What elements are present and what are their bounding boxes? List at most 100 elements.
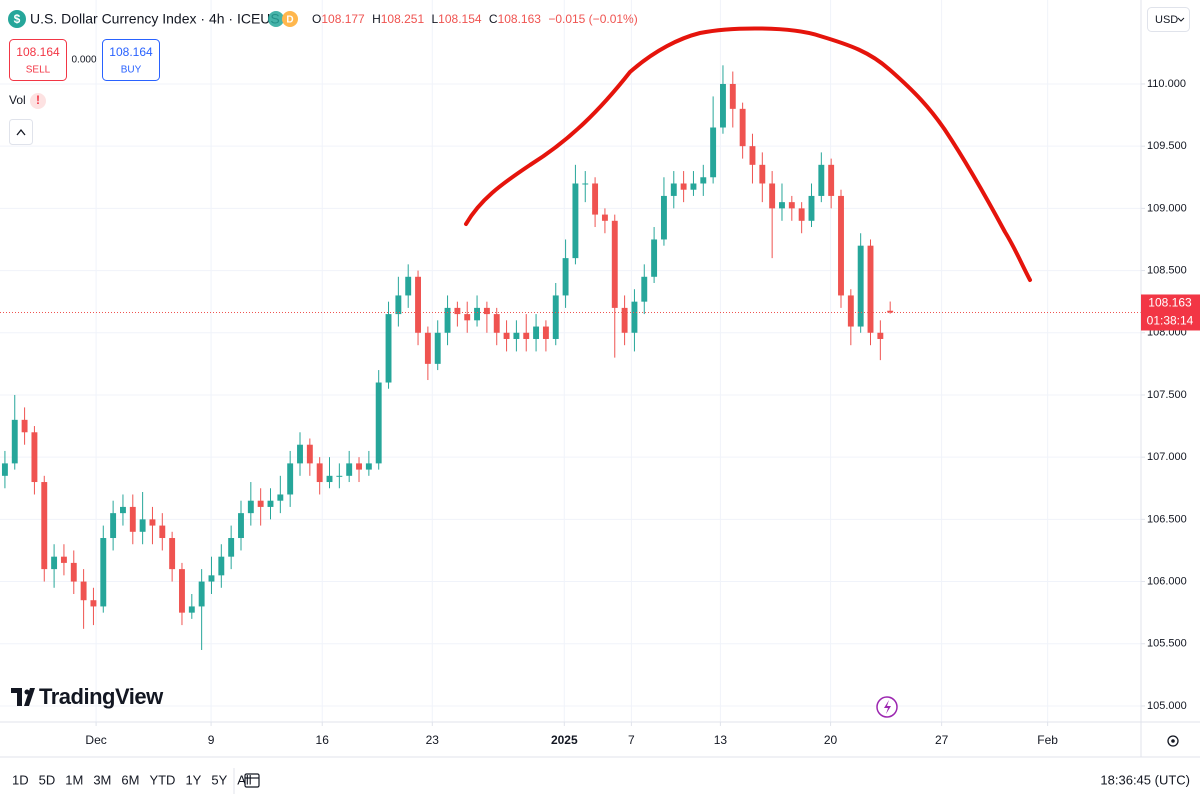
candle-body (847, 295, 854, 327)
candle-body (631, 301, 638, 333)
candle-body (139, 519, 146, 532)
y-tick-label: 105.500 (1147, 638, 1187, 650)
ohlc-value: 108.154 (438, 12, 482, 26)
candle-body (365, 463, 372, 470)
candle-body (287, 463, 294, 495)
chevron-down (1177, 17, 1185, 22)
candle-body (257, 500, 264, 507)
price-tag-bg (1141, 294, 1200, 331)
candle-body (857, 245, 864, 327)
plot (0, 65, 1141, 650)
candle-body (483, 307, 490, 315)
x-tick-label: 2025 (551, 733, 578, 747)
candle-body (601, 214, 608, 221)
sell-button[interactable] (9, 39, 67, 81)
candle-body (326, 475, 333, 483)
chevron-up (16, 128, 26, 136)
candle-body (720, 83, 726, 128)
y-tick-label: 105.000 (1147, 700, 1187, 712)
range-button[interactable]: 1Y (185, 772, 201, 787)
buy-price: 108.164 (109, 45, 153, 59)
candle-body (228, 538, 235, 557)
candle-body (513, 332, 520, 339)
spread: 0.000 (71, 55, 96, 66)
vol-label[interactable]: Vol (9, 93, 26, 107)
candle-body (316, 463, 323, 483)
countdown: 01:38:14 (1147, 314, 1194, 328)
symbol-icon (8, 10, 26, 28)
candle-body (188, 606, 195, 613)
badge: D (286, 15, 293, 26)
candle-body (385, 314, 392, 383)
x-tick-label: 7 (628, 733, 635, 747)
range-button[interactable]: 1M (65, 772, 83, 787)
y-tick-label: 110.000 (1147, 78, 1186, 90)
currency: USD (1155, 14, 1178, 26)
candle-body (444, 307, 451, 333)
currency-button[interactable] (1147, 7, 1190, 32)
candle-body (611, 220, 618, 308)
candle-body (739, 108, 746, 147)
candle-body (533, 326, 540, 339)
range-button[interactable]: 5Y (211, 772, 227, 787)
candle-body (818, 164, 825, 196)
range-button[interactable]: 6M (121, 772, 139, 787)
ohlc-value: 108.177 (321, 12, 365, 26)
candle-body (641, 276, 648, 302)
candle-body (503, 332, 510, 339)
candle-body (1, 463, 8, 476)
candle-body (887, 310, 894, 313)
settings-icon[interactable] (1167, 735, 1179, 747)
range-button[interactable]: 1D (12, 772, 29, 787)
candle-body (267, 500, 274, 507)
candle-body (700, 177, 707, 184)
logo-dot (24, 689, 30, 695)
candle-body (424, 332, 431, 364)
candle-body (651, 239, 658, 277)
x-tick-label: Feb (1037, 733, 1058, 747)
candle-body (562, 258, 569, 296)
y-tick-label: 109.000 (1147, 202, 1187, 214)
candle-body (336, 475, 343, 477)
symbol-title[interactable]: U.S. Dollar Currency Index · 4h · ICEUS (30, 11, 280, 27)
sell-price: 108.164 (16, 45, 60, 59)
sell-label: SELL (26, 65, 51, 76)
candle-body (247, 500, 254, 514)
candle-body (415, 276, 421, 333)
range-bar: 1D 5D 1M 3M 6M YTD 1Y 5Y All (12, 772, 252, 787)
ohlc-value: 108.251 (381, 12, 425, 26)
candle-body (572, 183, 579, 259)
candle-body (474, 307, 481, 321)
ohlc-label: H (372, 12, 381, 26)
candle-body (710, 127, 717, 178)
candle-body (405, 276, 412, 296)
range-button[interactable]: 3M (93, 772, 111, 787)
candle-body (788, 202, 795, 209)
calendar-icon[interactable] (244, 773, 260, 788)
candle-body (493, 314, 500, 333)
candle-body (670, 183, 677, 196)
alert-icon[interactable] (30, 93, 46, 109)
clock[interactable]: 18:36:45 (UTC) (1100, 772, 1190, 787)
candle-body (238, 513, 244, 539)
candle-body (779, 202, 785, 209)
x-tick-label: 13 (714, 733, 728, 747)
x-tick-label: 9 (208, 733, 215, 747)
range-button[interactable]: YTD (149, 772, 175, 787)
collapse-button[interactable] (9, 119, 33, 145)
range-button[interactable]: 5D (39, 772, 56, 787)
candle-body (621, 307, 628, 333)
candle-body (149, 519, 156, 526)
buy-button[interactable] (102, 39, 160, 81)
y-tick-label: 108.500 (1147, 264, 1187, 276)
candle-body (395, 295, 402, 315)
y-tick-label: 106.000 (1147, 575, 1187, 587)
ohlc: O108.177 H108.251 L108.154 C108.163 −0.0… (312, 12, 638, 26)
ohlc-label: L (431, 12, 438, 26)
candle-body (454, 307, 461, 315)
lightning (884, 700, 891, 714)
candle-body (120, 506, 126, 514)
ohlc-label: C (489, 12, 498, 26)
candle-body (306, 444, 313, 464)
candle-body (110, 513, 117, 539)
